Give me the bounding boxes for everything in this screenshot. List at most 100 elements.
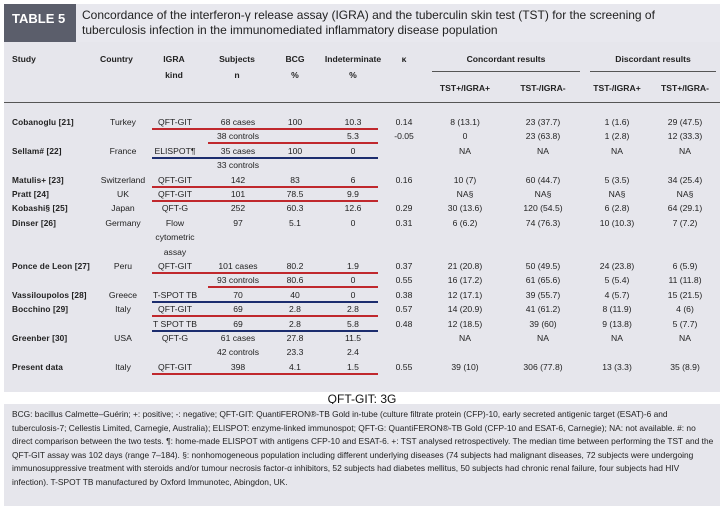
row-underline-marker <box>208 142 378 145</box>
cell-subjects: 70 <box>233 289 243 300</box>
cell-indet: 0 <box>350 275 356 286</box>
cell-d1: NA§ <box>608 189 626 199</box>
cell-subjects: 252 <box>230 203 246 214</box>
cell-d1: 10 (10.3) <box>599 217 635 228</box>
cell-c1: 30 (13.6) <box>447 203 483 214</box>
cell-kappa: -0.05 <box>394 131 414 142</box>
cell-c2: NA <box>537 333 549 343</box>
cell-subjects: 93 controls <box>216 275 260 286</box>
cell-study: Pratt [24] <box>12 189 49 199</box>
cell-d2: 34 (25.4) <box>667 174 703 185</box>
cell-d1: 6 (2.8) <box>604 203 630 214</box>
cell-c2: 120 (54.5) <box>523 203 563 214</box>
cell-d2: 4 (6) <box>676 304 694 315</box>
header-indeterminate-pct: % <box>349 70 357 80</box>
cell-c1: NA <box>459 145 471 156</box>
cell-d2: NA§ <box>676 189 694 199</box>
cell-kappa: 0.16 <box>395 174 413 185</box>
concordant-underline <box>432 71 580 72</box>
header-igra: IGRA <box>163 54 185 64</box>
cell-igra: QFT-GIT <box>158 361 192 372</box>
cell-country: Turkey <box>110 117 136 127</box>
cell-c2: 60 (44.7) <box>525 174 561 185</box>
cell-d2: 6 (5.9) <box>672 261 698 271</box>
cell-igra: cytometric <box>155 232 195 243</box>
row-underline-marker <box>152 329 378 332</box>
cell-bcg: 100 <box>287 117 303 127</box>
discordant-underline <box>590 71 716 72</box>
header-study: Study <box>12 54 36 64</box>
cell-d1: 8 (11.9) <box>602 304 632 315</box>
cell-bcg: 4.1 <box>289 361 301 372</box>
cell-c2: 41 (61.2) <box>525 304 561 315</box>
cell-igra: QFT-G <box>161 333 189 343</box>
cell-indet: 5.8 <box>347 318 359 329</box>
cell-igra: ELISPOT¶ <box>154 145 196 156</box>
cell-igra: QFT-GIT <box>158 174 192 185</box>
cell-c1: NA <box>459 333 471 343</box>
cell-d1: 24 (23.8) <box>599 261 635 271</box>
row-underline-marker <box>152 128 378 130</box>
row-underline-marker <box>152 300 378 303</box>
cell-study: Present data <box>12 361 64 372</box>
cell-subjects: 142 <box>230 174 246 185</box>
cell-c1: 8 (13.1) <box>450 117 480 127</box>
row-underline-marker <box>152 372 378 375</box>
cell-indet: 2.4 <box>347 347 359 358</box>
cell-bcg: 23.3 <box>286 347 304 358</box>
cell-d2: 35 (8.9) <box>670 361 700 372</box>
cell-country: Italy <box>115 304 131 315</box>
cell-bcg: 27.8 <box>286 333 304 343</box>
header-subjects-n: n <box>234 70 240 80</box>
cell-indet: 5.3 <box>347 131 359 142</box>
cell-subjects: 42 controls <box>216 347 260 358</box>
cell-indet: 6 <box>350 174 356 185</box>
header-kappa: κ <box>401 54 407 64</box>
cell-subjects: 68 cases <box>220 117 256 127</box>
cell-d1: 5 (5.4) <box>604 275 630 286</box>
cell-c1: 21 (20.8) <box>447 261 483 271</box>
header-tst-pos-igra-neg: TST+/IGRA- <box>661 83 709 93</box>
cell-subjects: 35 cases <box>220 145 256 156</box>
cell-c2: 306 (77.8) <box>523 361 563 372</box>
cell-c2: 39 (60) <box>529 318 557 329</box>
cell-study: Matulis+ [23] <box>12 174 64 185</box>
cell-country: Japan <box>111 203 135 214</box>
cell-kappa: 0.37 <box>395 261 413 271</box>
cell-indet: 12.6 <box>344 203 362 214</box>
cell-kappa: 0.55 <box>395 361 413 372</box>
cell-d2: 11 (11.8) <box>668 275 702 286</box>
row-underline-marker <box>152 185 378 188</box>
header-indeterminate: Indeterminate <box>324 54 382 64</box>
cell-d2: 29 (47.5) <box>667 117 703 127</box>
cell-study: Vassiloupolos [28] <box>12 289 87 300</box>
data-table: Study Country IGRA kind Subjects n BCG %… <box>4 42 720 392</box>
cell-d1: 1 (2.8) <box>604 131 630 142</box>
cell-d1: 1 (1.6) <box>604 117 630 127</box>
cell-study: Bocchino [29] <box>12 304 69 315</box>
cell-study: Greenber [30] <box>12 333 68 343</box>
cell-bcg: 60.3 <box>286 203 304 214</box>
cell-c2: 39 (55.7) <box>525 289 561 300</box>
cell-country: France <box>109 145 137 156</box>
cell-d1: NA <box>611 145 623 156</box>
header-bcg-pct: % <box>291 70 299 80</box>
table-title-bar: TABLE 5 Concordance of the interferon-γ … <box>4 4 720 42</box>
cell-kappa: 0.14 <box>395 117 413 127</box>
row-underline-marker <box>152 272 378 274</box>
header-rule <box>4 102 720 103</box>
cell-c1: 16 (17.2) <box>447 275 483 286</box>
cell-c2: 23 (63.8) <box>525 131 561 142</box>
header-igra-kind: kind <box>165 70 183 80</box>
cell-kappa: 0.31 <box>395 217 413 228</box>
cell-c2: NA§ <box>534 189 552 199</box>
cell-indet: 1.5 <box>347 361 359 372</box>
cell-c1: NA§ <box>456 189 474 199</box>
cell-c1: 10 (7) <box>453 174 477 185</box>
row-underline-marker <box>152 315 378 318</box>
cell-c1: 12 (17.1) <box>447 289 483 300</box>
cell-igra: QFT-G <box>161 203 189 214</box>
cell-study: Dinser [26] <box>12 217 56 228</box>
cell-igra: QFT-GIT <box>158 261 192 271</box>
